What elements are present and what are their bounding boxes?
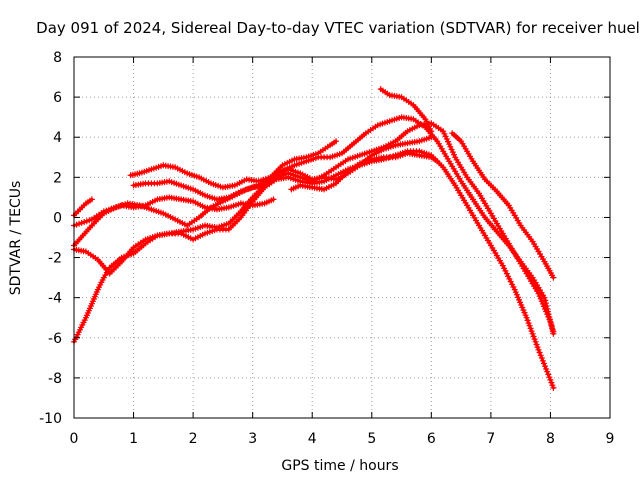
y-tick-label: 6 (53, 90, 62, 106)
x-tick-label: 7 (486, 431, 495, 447)
series-track-3 (71, 114, 557, 337)
y-tick-label: 4 (53, 130, 62, 146)
y-tick-label: 2 (53, 170, 62, 186)
y-tick-label: -4 (48, 291, 62, 307)
series-markers (71, 196, 95, 219)
series-layer (71, 86, 557, 391)
y-tick-label: 8 (53, 50, 62, 66)
x-tick-label: 6 (427, 431, 436, 447)
series-line (72, 197, 94, 217)
x-tick-label: 1 (129, 431, 138, 447)
series-track-9 (377, 86, 435, 135)
y-tick-label: -6 (48, 331, 62, 347)
y-tick-label: 0 (53, 210, 62, 226)
y-tick-label: -2 (48, 251, 62, 267)
x-tick-label: 0 (70, 431, 79, 447)
chart-title: Day 091 of 2024, Sidereal Day-to-day VTE… (36, 19, 640, 37)
x-tick-label: 3 (248, 431, 257, 447)
x-tick-label: 2 (189, 431, 198, 447)
series-track-5 (71, 196, 95, 219)
series-markers (449, 130, 557, 281)
series-track-6 (127, 138, 339, 191)
y-axis-title: SDTVAR / TECUs (8, 181, 24, 296)
plot-frame (73, 56, 611, 419)
series-track-10 (449, 130, 557, 281)
x-tick-label: 8 (546, 431, 555, 447)
y-tick-label: -10 (39, 411, 62, 427)
series-markers (288, 150, 441, 193)
series-markers (71, 114, 557, 337)
series-track-4 (71, 194, 277, 229)
tick-layer: 0 1 2 3 4 5 6 7 8 9 -10 -8 -6 -4 -2 0 2 4 6 8 (39, 50, 614, 447)
x-tick-label: 5 (367, 431, 376, 447)
x-tick-label: 4 (308, 431, 317, 447)
series-markers (377, 86, 435, 135)
x-axis-title: GPS time / hours (281, 458, 398, 474)
series-track-8 (288, 150, 441, 193)
y-tick-label: -8 (48, 371, 62, 387)
x-tick-label: 9 (606, 431, 615, 447)
